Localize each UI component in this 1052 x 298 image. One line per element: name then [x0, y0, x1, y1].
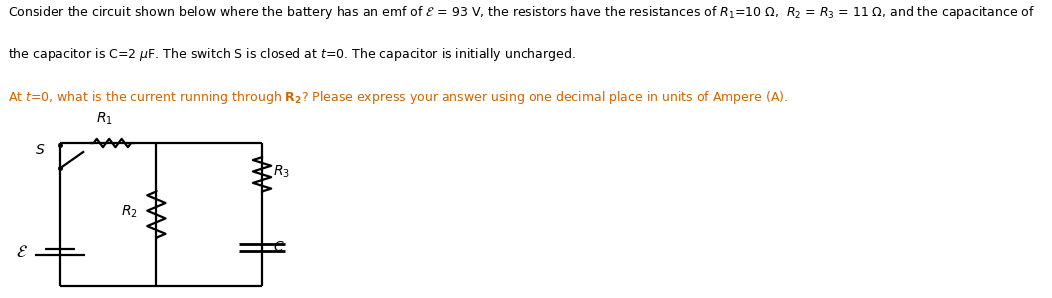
Text: $R_1$: $R_1$ [96, 110, 113, 127]
Text: $R_2$: $R_2$ [121, 203, 138, 220]
Text: $C$: $C$ [272, 240, 284, 254]
Text: $S$: $S$ [35, 144, 45, 157]
Text: At $t$=0, what is the current running through $\mathbf{R_2}$? Please express you: At $t$=0, what is the current running th… [8, 89, 789, 106]
Text: Consider the circuit shown below where the battery has an emf of $\mathcal{E}$ =: Consider the circuit shown below where t… [8, 4, 1035, 21]
Text: $R_3$: $R_3$ [272, 163, 290, 180]
Text: the capacitor is C=2 $\mu$F. The switch S is closed at $t$=0. The capacitor is i: the capacitor is C=2 $\mu$F. The switch … [8, 46, 576, 63]
Text: $\mathcal{E}$: $\mathcal{E}$ [17, 243, 28, 261]
